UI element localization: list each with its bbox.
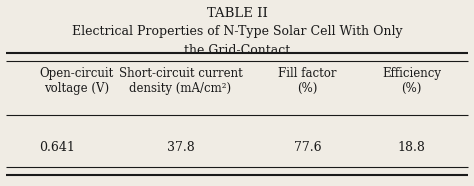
Text: Short-circuit current
density (mA/cm²): Short-circuit current density (mA/cm²) (118, 67, 242, 95)
Text: Electrical Properties of N-Type Solar Cell With Only: Electrical Properties of N-Type Solar Ce… (72, 25, 402, 38)
Text: 18.8: 18.8 (397, 142, 425, 154)
Text: Open-circuit
voltage (V): Open-circuit voltage (V) (39, 67, 113, 95)
Text: Fill factor
(%): Fill factor (%) (278, 67, 337, 95)
Text: 77.6: 77.6 (294, 142, 321, 154)
Text: Efficiency
(%): Efficiency (%) (382, 67, 441, 95)
Text: 0.641: 0.641 (39, 142, 75, 154)
Text: 37.8: 37.8 (166, 142, 194, 154)
Text: the Grid-Contact: the Grid-Contact (184, 44, 290, 57)
Text: TABLE II: TABLE II (207, 7, 267, 20)
